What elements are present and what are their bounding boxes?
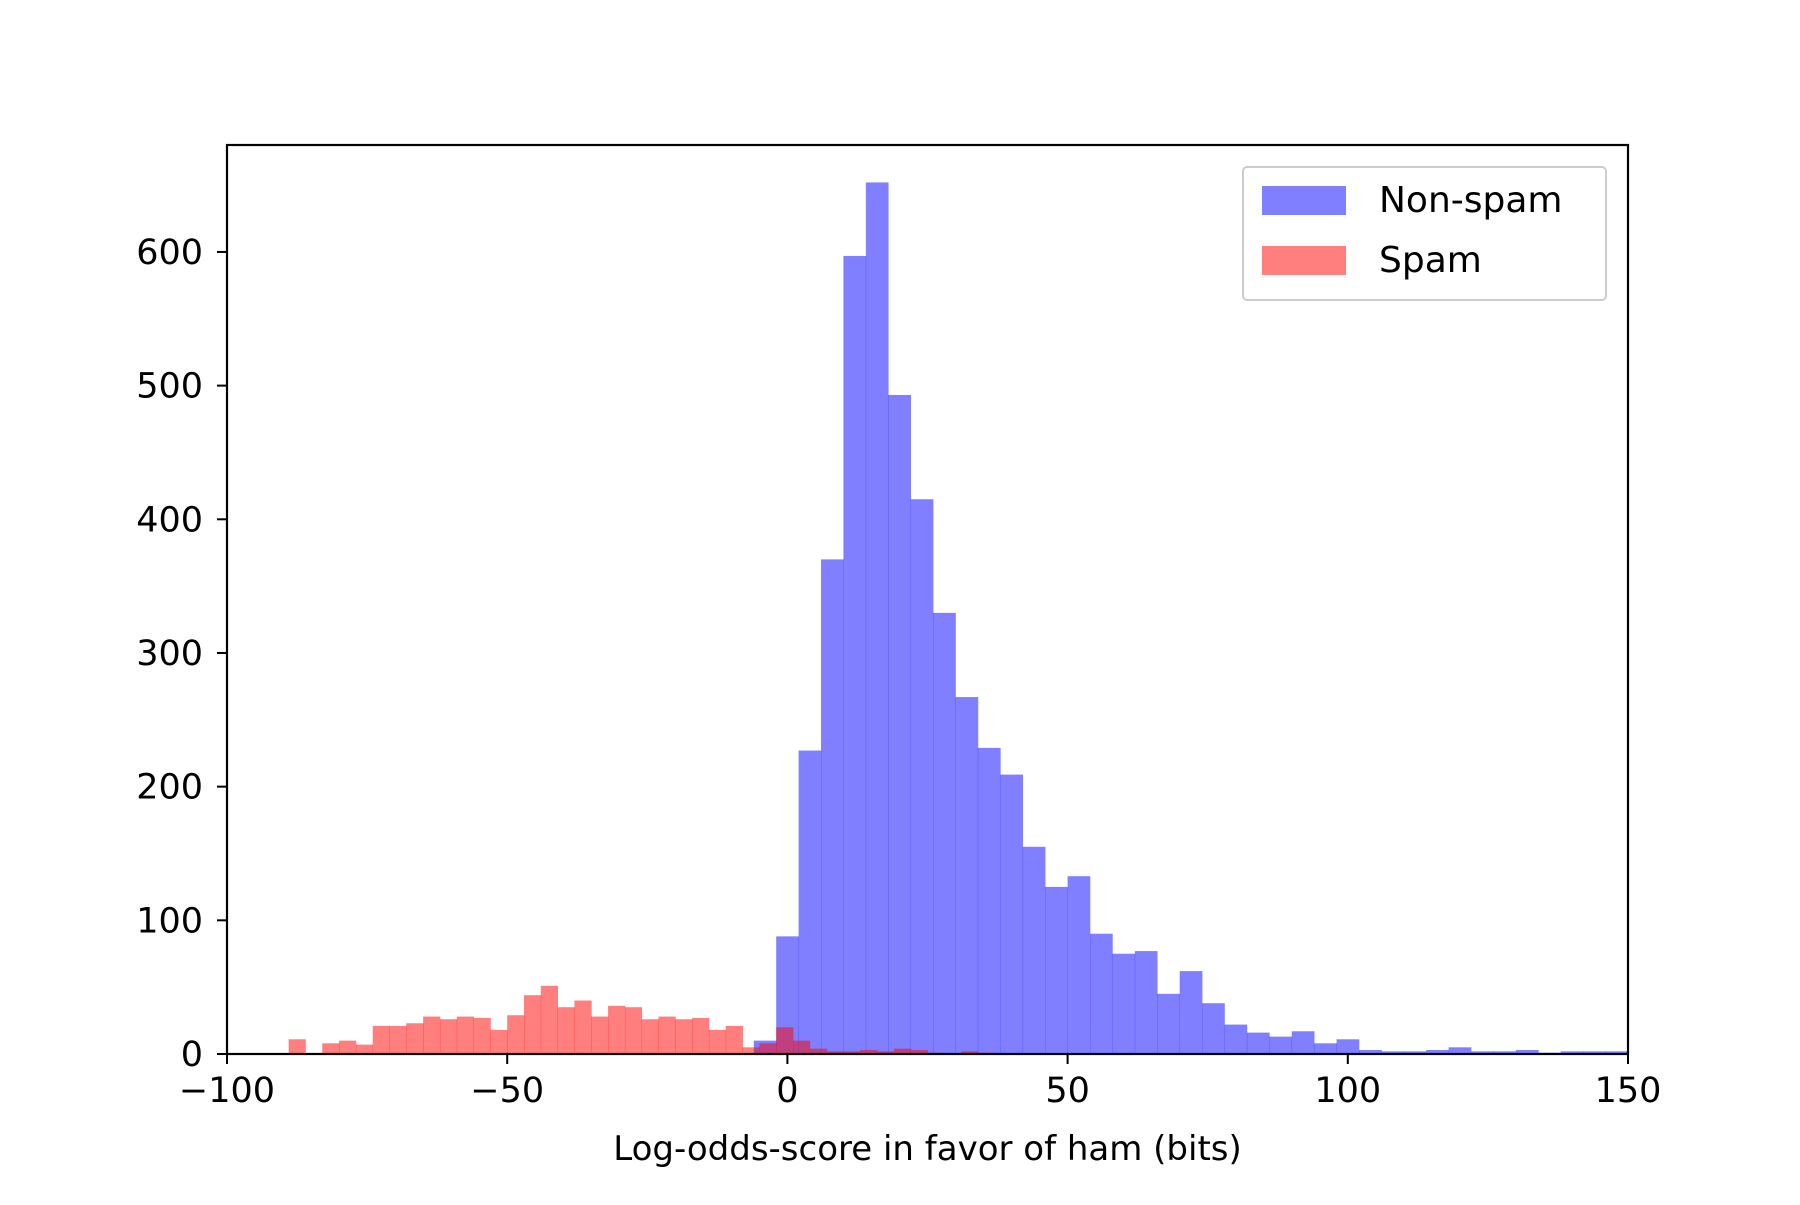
bar-spam-37 [910,1049,928,1054]
bar-spam-40 [961,1051,979,1054]
bar-non-spam-15 [1090,933,1113,1054]
bar-non-spam-23 [1269,1036,1293,1054]
y-tick-label-1: 100 [136,901,203,941]
bar-spam-32 [826,1051,844,1054]
bar-non-spam-37 [1583,1051,1606,1054]
plot-frame [225,143,1630,1056]
bar-non-spam-30 [1426,1049,1449,1054]
bar-non-spam-26 [1336,1039,1360,1054]
bar-spam-31 [809,1048,828,1054]
bar-non-spam-19 [1179,971,1203,1054]
bar-spam-13 [507,1015,525,1054]
bar-non-spam-3 [821,559,844,1054]
bar-non-spam-7 [910,499,934,1054]
bar-non-spam-5 [865,182,889,1054]
bar-spam-20 [624,1007,643,1054]
bar-non-spam-6 [888,394,911,1055]
bar-spam-12 [490,1029,508,1054]
bar-spam-2 [322,1043,340,1054]
bar-non-spam-22 [1246,1032,1270,1054]
y-tick-label-4: 400 [136,500,203,540]
bar-non-spam-14 [1067,876,1091,1054]
bar-non-spam-29 [1403,1051,1427,1054]
bar-non-spam-21 [1224,1024,1248,1054]
bar-non-spam-16 [1112,953,1136,1054]
x-tick-label-1: −50 [470,1071,544,1111]
bar-non-spam-12 [1022,846,1046,1054]
bar-non-spam-10 [977,747,1001,1054]
bar-spam-5 [372,1025,390,1054]
bar-spam-33 [843,1051,861,1054]
bar-spam-7 [406,1023,424,1054]
bar-spam-11 [473,1017,491,1054]
x-tick-label-5: 150 [1595,1071,1662,1111]
bar-spam-8 [423,1016,441,1054]
bar-spam-23 [675,1019,693,1054]
bar-spam-18 [591,1016,609,1054]
bar-spam-9 [439,1019,458,1054]
bar-spam-16 [557,1007,575,1054]
bars-layer [288,182,1629,1055]
bar-spam-6 [389,1025,407,1054]
y-tick-label-0: 0 [181,1035,203,1075]
bar-spam-19 [608,1005,626,1054]
bar-non-spam-31 [1448,1047,1472,1054]
bar-non-spam-27 [1359,1049,1382,1054]
bar-non-spam-17 [1134,951,1158,1054]
x-tick-label-4: 100 [1314,1071,1381,1111]
bar-spam-10 [456,1016,474,1054]
bar-non-spam-38 [1605,1051,1629,1054]
legend-swatch-spam [1262,246,1346,275]
bar-spam-27 [742,1047,760,1054]
bar-spam-36 [893,1048,912,1054]
bar-spam-26 [725,1025,743,1054]
bar-spam-30 [793,1040,811,1054]
bar-non-spam-1 [776,936,799,1054]
x-tick-label-2: 0 [776,1071,798,1111]
bar-spam-17 [574,1000,592,1054]
bar-spam-4 [355,1044,374,1054]
legend-label-spam: Spam [1379,240,1482,281]
bar-spam-25 [708,1029,727,1054]
bar-spam-34 [860,1049,878,1054]
bar-spam-22 [658,1016,676,1054]
bar-non-spam-8 [933,612,956,1054]
bar-non-spam-18 [1157,993,1180,1054]
legend: Non-spam Spam [1242,166,1607,301]
y-tick-label-5: 500 [136,367,203,407]
bar-non-spam-34 [1515,1049,1539,1054]
bar-non-spam-4 [843,255,867,1054]
bar-non-spam-25 [1314,1043,1337,1054]
bar-spam-35 [877,1051,895,1054]
legend-label-non-spam: Non-spam [1379,180,1563,221]
bar-non-spam-28 [1381,1051,1405,1054]
bar-spam-24 [692,1017,710,1054]
bar-non-spam-20 [1202,1003,1225,1054]
x-axis-label: Log-odds-score in favor of ham (bits) [613,1129,1242,1169]
bar-spam-29 [776,1027,794,1054]
x-tick-label-0: −100 [179,1071,275,1111]
bar-non-spam-24 [1291,1031,1315,1054]
bar-spam-0 [288,1039,306,1054]
bar-spam-14 [524,995,542,1054]
legend-swatch-non-spam [1262,186,1346,215]
bar-spam-21 [641,1019,659,1054]
x-tick-label-3: 50 [1045,1071,1090,1111]
bar-non-spam-2 [798,750,822,1054]
y-tick-label-3: 300 [136,634,203,674]
bar-spam-3 [339,1040,357,1054]
bar-non-spam-9 [955,697,979,1054]
bar-spam-15 [540,985,559,1054]
bar-non-spam-33 [1493,1051,1517,1054]
ticks-layer: −100 −50 0 50 100 150 0 100 200 300 400 500 600 [136,233,1661,1111]
bar-non-spam-13 [1045,886,1068,1054]
bar-non-spam-11 [1000,774,1024,1054]
bar-non-spam-32 [1471,1051,1494,1054]
bar-non-spam-36 [1560,1051,1584,1054]
y-tick-label-2: 200 [136,768,203,808]
bar-spam-28 [759,1043,777,1054]
y-tick-label-6: 600 [136,233,203,273]
